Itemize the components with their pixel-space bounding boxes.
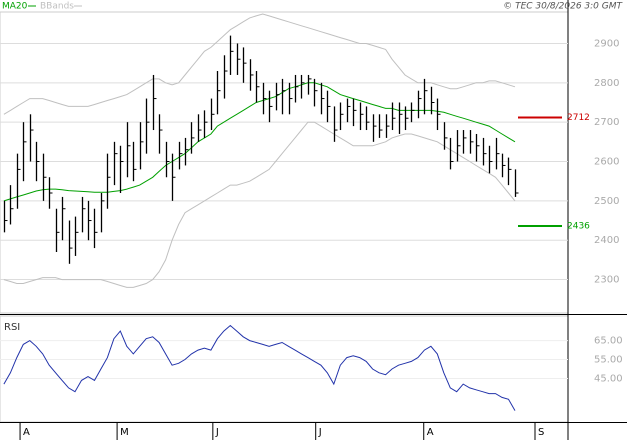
bollinger-lower bbox=[3, 121, 516, 288]
y-tick-label: 2900 bbox=[594, 38, 619, 49]
legend-label: MA20 bbox=[2, 2, 28, 12]
x-tick-label: J bbox=[318, 427, 322, 438]
y-tick-label: 2300 bbox=[594, 275, 619, 286]
credit: © TEC 30/8/2026 3:0 GMT bbox=[503, 2, 623, 12]
level-label: 2436 bbox=[567, 222, 590, 232]
rsi-line bbox=[3, 324, 516, 411]
level-label: 2712 bbox=[567, 113, 590, 123]
y-tick-label: 2400 bbox=[594, 235, 619, 246]
x-tick-label: S bbox=[538, 427, 544, 438]
rsi-tick-label: 55.00 bbox=[594, 355, 623, 366]
rsi-title: RSI bbox=[4, 322, 20, 333]
rsi-frame bbox=[0, 315, 569, 423]
x-tick-label: J bbox=[215, 427, 219, 438]
x-tick-label: A bbox=[427, 427, 434, 438]
y-tick-label: 2500 bbox=[594, 196, 619, 207]
x-tick-label: M bbox=[120, 427, 129, 438]
bollinger-upper bbox=[3, 13, 516, 115]
rsi-tick-label: 65.00 bbox=[594, 336, 623, 347]
y-tick-label: 2600 bbox=[594, 157, 619, 168]
ma20-line bbox=[3, 82, 516, 202]
y-tick-label: 2800 bbox=[594, 78, 619, 89]
price-frame bbox=[0, 11, 569, 314]
y-tick-label: 2700 bbox=[594, 117, 619, 128]
legend-label: BBands bbox=[40, 2, 74, 12]
x-tick-label: A bbox=[23, 427, 30, 438]
rsi-tick-label: 45.00 bbox=[594, 373, 623, 384]
